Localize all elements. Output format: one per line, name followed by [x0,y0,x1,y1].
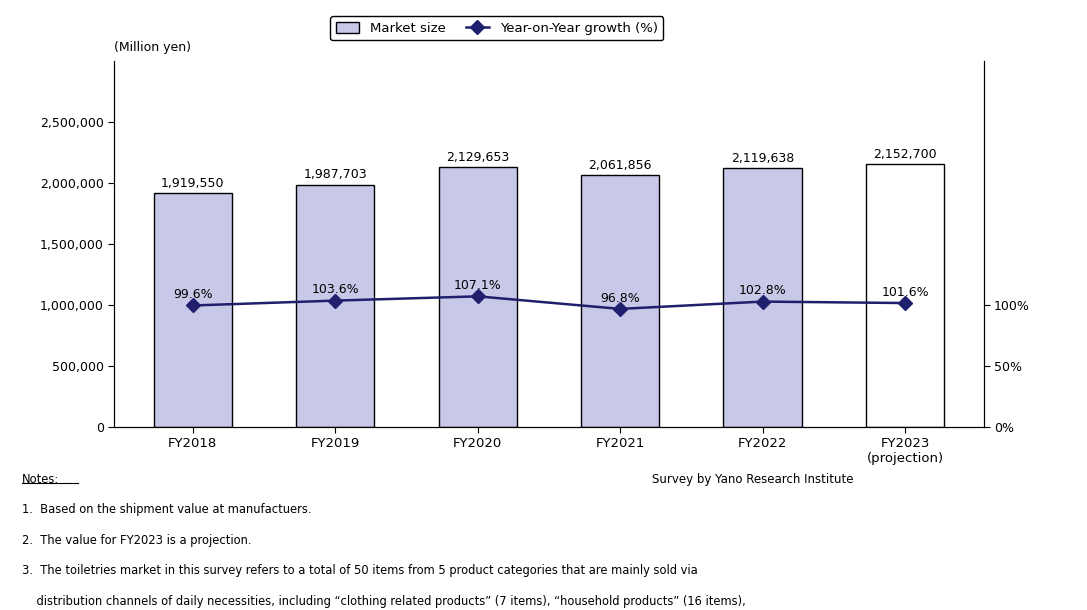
Text: 99.6%: 99.6% [173,288,213,301]
Text: 96.8%: 96.8% [600,292,640,304]
Text: 2,061,856: 2,061,856 [588,159,652,173]
Text: 2,119,638: 2,119,638 [730,152,795,165]
Text: 2.  The value for FY2023 is a projection.: 2. The value for FY2023 is a projection. [22,534,251,547]
Text: Survey by Yano Research Institute: Survey by Yano Research Institute [652,473,853,486]
Text: 101.6%: 101.6% [882,285,929,299]
Text: Notes:: Notes: [22,473,59,486]
Text: 103.6%: 103.6% [312,283,359,296]
Bar [724,168,802,427]
Text: (Million yen): (Million yen) [114,41,191,54]
Text: 1.  Based on the shipment value at manufactuers.: 1. Based on the shipment value at manufa… [22,503,311,516]
Text: 3.  The toiletries market in this survey refers to a total of 50 items from 5 pr: 3. The toiletries market in this survey … [22,564,698,577]
Text: 2,152,700: 2,152,700 [873,148,937,161]
Bar [580,176,660,427]
Bar [866,164,945,427]
Text: 1,919,550: 1,919,550 [161,177,225,190]
Text: 2,129,653: 2,129,653 [446,151,510,164]
Text: 1,987,703: 1,987,703 [303,168,367,181]
Text: distribution channels of daily necessities, including “clothing related products: distribution channels of daily necessiti… [22,595,746,608]
Legend: Market size, Year-on-Year growth (%): Market size, Year-on-Year growth (%) [330,16,663,40]
Bar [296,184,374,427]
Bar [153,193,232,427]
Text: 107.1%: 107.1% [454,279,501,292]
Text: 102.8%: 102.8% [739,284,787,297]
Bar [438,167,517,427]
